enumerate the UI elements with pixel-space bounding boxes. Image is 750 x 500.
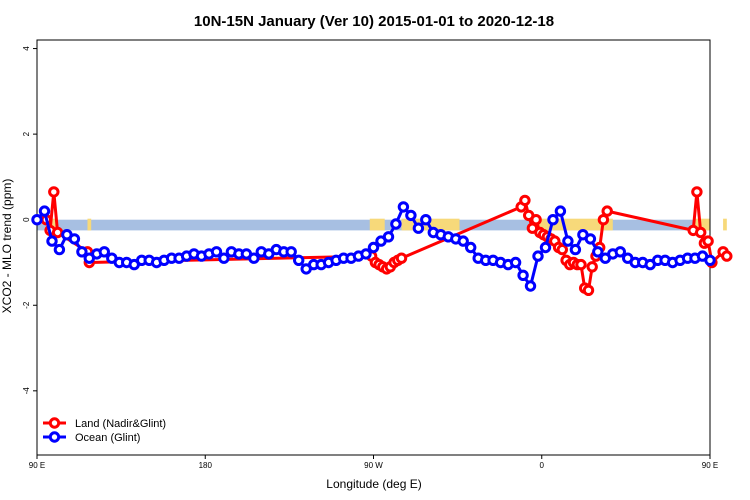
data-point — [210, 246, 223, 258]
legend-label-land: Land (Nadir&Glint) — [75, 418, 166, 430]
data-point — [98, 246, 111, 258]
land-segment — [401, 218, 460, 231]
data-point — [46, 235, 58, 247]
data-point — [614, 246, 626, 258]
x-tick-label: 90 W — [364, 461, 383, 470]
data-point — [48, 186, 60, 198]
legend-marker-land — [48, 417, 61, 429]
data-point — [592, 246, 604, 258]
y-tick-label: 4 — [22, 46, 31, 51]
data-point — [702, 235, 714, 247]
y-tick-label: 0 — [22, 217, 31, 222]
data-point — [556, 243, 568, 256]
data-point — [68, 233, 81, 245]
data-point — [695, 226, 707, 239]
data-point — [597, 214, 610, 226]
series-layer — [31, 186, 733, 296]
data-point — [31, 214, 43, 226]
data-point — [539, 241, 552, 254]
land-segment — [369, 218, 385, 231]
data-point — [218, 252, 230, 264]
data-point — [517, 269, 529, 281]
data-point — [532, 250, 544, 262]
data-point — [524, 280, 537, 292]
data-point — [51, 226, 64, 239]
data-point — [584, 233, 597, 245]
land-segment — [530, 218, 613, 231]
data-point — [562, 235, 574, 247]
data-point — [390, 218, 402, 230]
x-tick-label: 90 E — [702, 461, 718, 470]
data-point — [509, 256, 522, 269]
data-point — [360, 248, 372, 260]
legend-item-land: Land (Nadir&Glint) — [43, 417, 166, 430]
land-segment — [50, 218, 56, 231]
data-point — [405, 209, 417, 222]
y-tick-label: 2 — [22, 131, 31, 136]
data-point — [395, 252, 408, 264]
series-ocean — [31, 201, 716, 292]
x-axis-label: Longitude (deg E) — [326, 477, 421, 491]
legend-marker-ocean — [48, 431, 61, 443]
data-point — [519, 194, 531, 207]
legend: Land (Nadir&Glint) Ocean (Glint) — [43, 417, 166, 444]
data-point — [530, 214, 542, 226]
data-point — [420, 214, 432, 226]
data-point — [412, 222, 425, 234]
land-segment — [693, 218, 710, 231]
x-tick-label: 180 — [199, 461, 213, 470]
data-point — [457, 235, 469, 247]
data-point — [397, 201, 410, 213]
data-point — [554, 205, 567, 217]
data-point — [293, 254, 305, 266]
data-point — [691, 186, 703, 198]
data-point — [382, 231, 395, 243]
legend-label-ocean: Ocean (Glint) — [75, 432, 140, 444]
data-point — [721, 250, 733, 262]
data-point — [601, 205, 613, 217]
y-tick-label: -2 — [22, 301, 31, 309]
data-point — [569, 243, 582, 256]
data-point — [248, 252, 260, 264]
data-point — [76, 246, 88, 258]
x-tick-label: 0 — [540, 461, 545, 470]
data-point — [367, 241, 380, 254]
data-point — [285, 246, 297, 258]
legend-item-ocean: Ocean (Glint) — [43, 431, 140, 444]
data-point — [704, 254, 716, 266]
x-tick-label: 90 E — [29, 461, 45, 470]
data-point — [547, 214, 559, 226]
series-land — [40, 186, 733, 296]
y-tick-label: -4 — [22, 387, 31, 395]
data-point — [38, 205, 51, 217]
data-point — [582, 284, 595, 296]
land-layer — [50, 218, 727, 231]
land-segment — [723, 218, 727, 231]
chart-title: 10N-15N January (Ver 10) 2015-01-01 to 2… — [194, 13, 554, 30]
land-segment — [87, 218, 92, 231]
data-point — [465, 241, 477, 254]
data-point — [53, 243, 66, 256]
data-point — [575, 258, 587, 271]
y-axis-label: XCO2 - MLO trend (ppm) — [0, 179, 14, 314]
data-point — [586, 261, 598, 273]
